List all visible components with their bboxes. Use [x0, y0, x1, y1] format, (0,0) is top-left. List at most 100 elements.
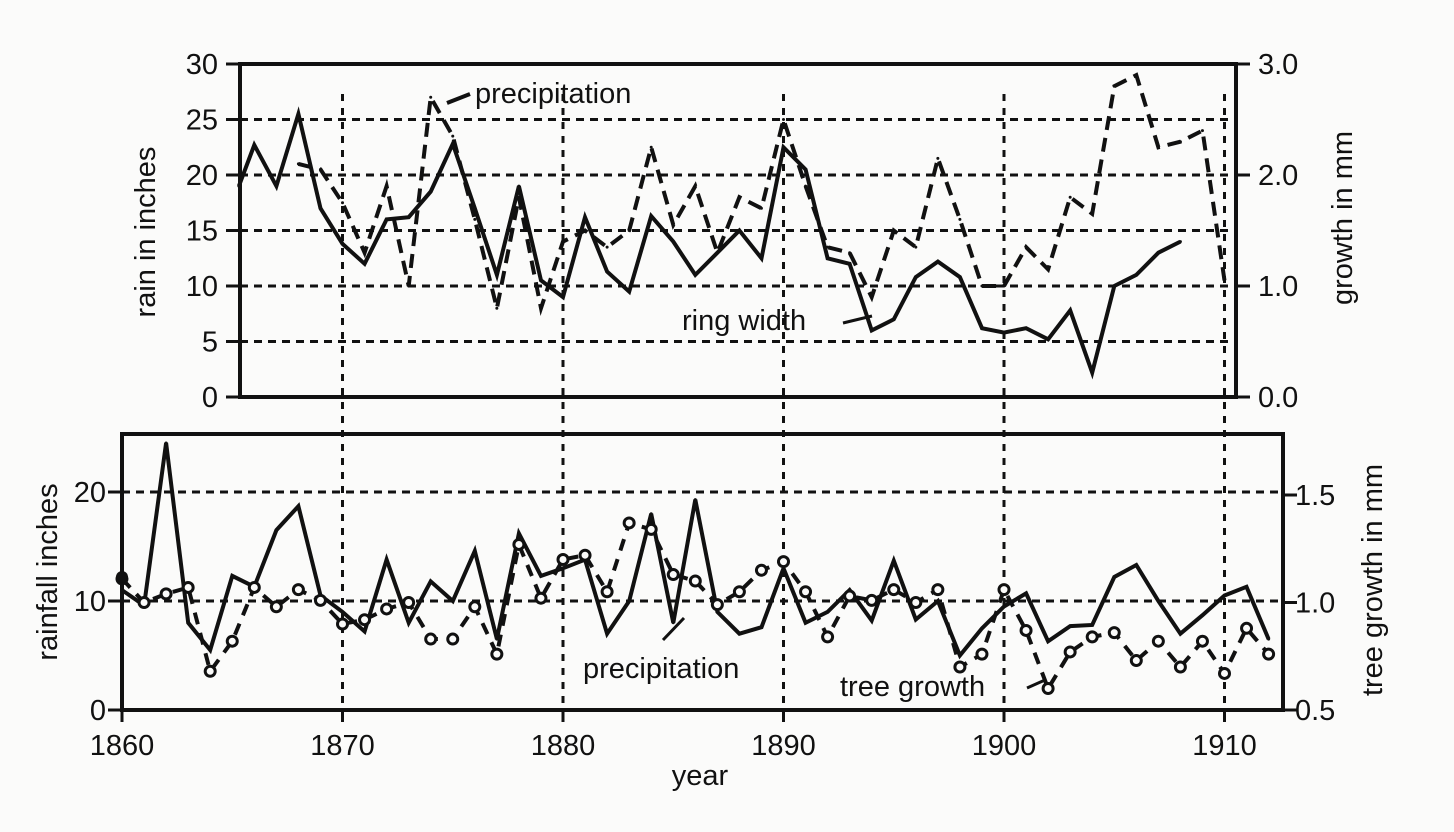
data-point-circle: [1195, 634, 1209, 648]
data-point: [826, 256, 830, 260]
data-point: [759, 206, 763, 210]
x-tick-label: 1880: [531, 730, 596, 762]
data-point-circle: [622, 516, 636, 530]
data-point-circle: [666, 568, 680, 582]
data-point: [451, 142, 455, 146]
data-point: [473, 549, 477, 553]
data-point: [804, 167, 808, 171]
data-point: [914, 245, 918, 249]
data-point: [848, 251, 852, 255]
data-point: [782, 118, 785, 121]
data-point: [1046, 267, 1050, 271]
data-point: [1090, 371, 1094, 375]
data-point-circle: [710, 598, 724, 612]
data-point-circle: [534, 591, 548, 605]
data-point: [693, 273, 697, 277]
data-point: [407, 215, 411, 219]
data-point: [627, 229, 631, 232]
data-point-circle: [313, 593, 327, 607]
data-point-circle: [512, 537, 526, 551]
x-tick-label: 1900: [972, 730, 1037, 762]
data-point: [296, 112, 300, 116]
data-point: [407, 621, 411, 625]
series-line-ring-width: [237, 106, 1182, 380]
data-point: [671, 240, 675, 244]
data-point: [451, 599, 455, 603]
data-point-circle: [953, 660, 967, 674]
data-point: [649, 512, 653, 516]
data-point: [892, 317, 896, 321]
data-point: [296, 162, 300, 166]
data-point: [363, 262, 367, 266]
data-point-circle: [424, 632, 438, 646]
data-point: [517, 531, 521, 535]
data-point-circle: [159, 587, 173, 601]
data-point-circle: [490, 647, 504, 661]
data-point: [1024, 326, 1028, 330]
data-point-circle: [600, 585, 614, 599]
data-point: [1068, 308, 1072, 312]
data-point: [605, 270, 609, 274]
data-point-circle: [1240, 621, 1254, 635]
y2-axis-label: tree growth in mm: [1357, 464, 1389, 696]
data-point: [804, 621, 808, 625]
annotation-tree-growth: tree growth: [840, 671, 985, 703]
data-point: [605, 245, 609, 249]
y2-tick-label: 3.0: [1258, 49, 1298, 81]
data-point: [237, 184, 241, 188]
data-point: [1112, 84, 1116, 88]
y-tick-label: 10: [186, 271, 218, 303]
data-point-circle: [1151, 634, 1165, 648]
data-point: [1002, 604, 1006, 608]
data-point: [274, 184, 278, 188]
data-point: [186, 621, 190, 625]
data-point: [495, 637, 499, 641]
data-point: [627, 290, 631, 294]
data-point: [958, 217, 962, 221]
data-point: [892, 559, 896, 563]
data-point-circle: [402, 596, 416, 609]
data-point-circle: [799, 585, 813, 599]
data-point: [737, 195, 741, 199]
data-point: [1178, 140, 1182, 144]
data-point: [274, 528, 278, 532]
annotation-leader: [661, 616, 686, 642]
y2-axis-label: growth in mm: [1327, 131, 1359, 305]
data-point-circle: [1173, 660, 1187, 674]
data-point: [517, 184, 521, 188]
data-point-circle: [247, 580, 261, 594]
series-line-precipitation: [120, 442, 1271, 660]
data-point: [583, 215, 587, 219]
data-point-circle: [931, 583, 945, 597]
data-point: [1046, 337, 1050, 341]
data-point: [120, 588, 124, 592]
data-point: [318, 167, 322, 171]
data-point-circle: [556, 553, 570, 566]
data-point: [495, 306, 499, 310]
data-point: [737, 229, 741, 232]
data-point: [914, 275, 918, 279]
data-point: [870, 328, 874, 332]
data-point: [1090, 623, 1094, 627]
series-line-tree-growth: [120, 520, 1271, 694]
data-point: [1068, 624, 1072, 628]
data-point: [1090, 212, 1094, 216]
y2-tick-label: 0.5: [1295, 695, 1335, 727]
annotation-precipitation: precipitation: [475, 78, 631, 110]
data-point: [561, 295, 565, 299]
data-point: [1200, 613, 1204, 617]
y-tick-label: 5: [202, 327, 218, 359]
data-point-circle: [380, 602, 394, 616]
bottom-panel: 1860 1870 1880 1890 1900 1910 0 10 20 0.5 1.0 1.5 ra…: [32, 432, 1389, 792]
x-tick-label: 1860: [90, 730, 155, 762]
data-point-circle: [1129, 654, 1143, 668]
data-point: [164, 441, 168, 445]
data-point: [715, 610, 719, 614]
data-point: [1024, 245, 1028, 249]
data-point-circle: [225, 634, 239, 648]
y-tick-label: 0: [90, 695, 106, 727]
data-point-circle: [777, 555, 790, 569]
data-point: [1046, 639, 1050, 643]
data-point: [936, 260, 940, 264]
